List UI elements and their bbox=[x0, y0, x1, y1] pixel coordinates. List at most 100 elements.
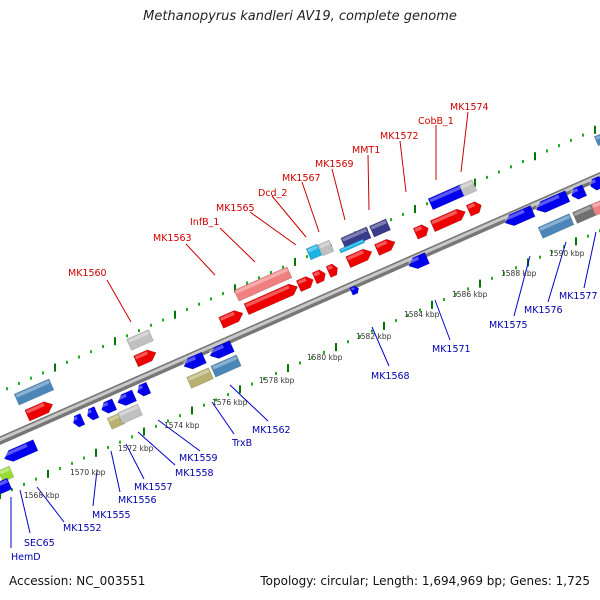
gene-highlight bbox=[370, 220, 387, 230]
gene-forward bbox=[374, 239, 396, 256]
gene-highlight bbox=[504, 209, 525, 222]
gene-category bbox=[0, 465, 15, 483]
gene-label[interactable]: MK1562 bbox=[252, 425, 291, 436]
gene-highlight bbox=[245, 285, 290, 308]
gene-forward bbox=[243, 283, 298, 316]
gene-label[interactable]: MK1576 bbox=[524, 305, 563, 316]
gene-reverse bbox=[86, 406, 100, 421]
tick-row-outer bbox=[6, 125, 596, 391]
gene-body bbox=[137, 381, 152, 397]
gene-label[interactable]: MK1571 bbox=[432, 344, 471, 355]
gene-label[interactable]: MMT1 bbox=[352, 145, 380, 156]
gene-body bbox=[210, 354, 242, 378]
gene-highlight bbox=[15, 380, 50, 398]
gene-body bbox=[0, 477, 13, 495]
gene-highlight bbox=[108, 414, 121, 422]
gene-highlight bbox=[187, 368, 210, 381]
gene-body bbox=[572, 204, 596, 224]
gene-highlight bbox=[86, 409, 92, 415]
gene-reverse bbox=[116, 389, 137, 406]
gene-body bbox=[504, 205, 536, 226]
gene-label[interactable]: MK1574 bbox=[450, 102, 489, 113]
gene-body bbox=[186, 367, 214, 389]
gene-highlight bbox=[535, 194, 560, 208]
gene-category bbox=[0, 477, 13, 495]
gene-highlight bbox=[235, 268, 288, 294]
gene-body bbox=[593, 133, 600, 147]
kbp-label: 1572 kbp bbox=[118, 444, 154, 453]
gene-label[interactable]: HemD bbox=[11, 552, 41, 563]
gene-label[interactable]: MK1568 bbox=[371, 371, 410, 382]
gene-label[interactable]: MK1559 bbox=[179, 453, 218, 464]
gene-category bbox=[317, 239, 335, 257]
gene-category bbox=[572, 204, 596, 224]
gene-highlight bbox=[182, 356, 197, 365]
kbp-label: 1570 kbp bbox=[70, 468, 106, 477]
gene-body bbox=[117, 403, 143, 425]
gene-label[interactable]: MK1560 bbox=[68, 268, 107, 279]
gene-body bbox=[338, 238, 366, 254]
kbp-label: 1574 kbp bbox=[164, 421, 200, 430]
gene-highlight bbox=[327, 265, 333, 271]
gene-label[interactable]: MK1555 bbox=[92, 510, 131, 521]
gene-category bbox=[126, 329, 154, 351]
gene-label[interactable]: Dcd_2 bbox=[258, 188, 287, 199]
gene-highlight bbox=[212, 356, 238, 370]
gene-body bbox=[590, 200, 600, 216]
gene-category bbox=[233, 266, 293, 302]
gene-body bbox=[590, 175, 600, 191]
gene-body bbox=[369, 218, 391, 238]
gene-highlight bbox=[313, 271, 321, 277]
gene-body bbox=[571, 184, 588, 200]
gene-label[interactable]: MK1567 bbox=[282, 173, 321, 184]
gene-reverse bbox=[182, 351, 207, 370]
gene-label[interactable]: MK1565 bbox=[216, 203, 255, 214]
gene-body bbox=[412, 224, 429, 240]
gene-label[interactable]: MK1556 bbox=[118, 495, 157, 506]
gene-label[interactable]: CobB_1 bbox=[418, 116, 454, 127]
gene-forward bbox=[295, 276, 314, 293]
gene-highlight bbox=[307, 245, 318, 253]
gene-highlight bbox=[347, 250, 364, 261]
gene-highlight bbox=[297, 277, 307, 285]
gene-label[interactable]: MK1577 bbox=[559, 291, 598, 302]
gene-reverse bbox=[570, 184, 588, 200]
gene-label[interactable]: MK1575 bbox=[489, 320, 528, 331]
gene-label[interactable]: MK1563 bbox=[153, 233, 192, 244]
gene-features bbox=[0, 133, 600, 495]
gene-body bbox=[209, 340, 235, 359]
gene-highlight bbox=[0, 467, 10, 475]
gene-reverse bbox=[535, 190, 571, 213]
gene-body bbox=[340, 226, 372, 250]
accession-text: Accession: NC_003551 bbox=[9, 574, 146, 588]
gene-body bbox=[117, 389, 137, 406]
gene-label[interactable]: MK1569 bbox=[315, 159, 354, 170]
gene-label[interactable]: TrxB bbox=[231, 438, 252, 449]
gene-label[interactable]: MK1557 bbox=[134, 482, 173, 493]
gene-highlight bbox=[589, 179, 597, 185]
gene-label[interactable]: MK1558 bbox=[175, 468, 214, 479]
gene-body bbox=[465, 201, 482, 217]
gene-label[interactable]: MK1572 bbox=[380, 131, 419, 142]
gene-forward bbox=[133, 349, 157, 368]
gene-highlight bbox=[431, 210, 458, 225]
gene-label[interactable]: MK1552 bbox=[63, 523, 102, 534]
gene-body bbox=[133, 349, 157, 368]
gene-highlight bbox=[127, 330, 150, 343]
gene-body bbox=[24, 401, 54, 422]
gene-body bbox=[13, 378, 55, 406]
gene-category bbox=[537, 213, 575, 239]
gene-reverse bbox=[136, 381, 152, 397]
gene-highlight bbox=[351, 287, 355, 291]
gene-body bbox=[537, 213, 575, 239]
genome-backbone bbox=[0, 172, 600, 445]
gene-label[interactable]: InfB_1 bbox=[190, 217, 219, 228]
kbp-label: 1588 kbp bbox=[501, 269, 537, 278]
gene-highlight bbox=[429, 185, 462, 203]
gene-body bbox=[305, 243, 323, 261]
gene-highlight bbox=[539, 214, 570, 231]
kbp-scale: 1568 kbp 1570 kbp 1572 kbp 1574 kbp 1576… bbox=[24, 249, 585, 500]
gene-body bbox=[345, 248, 373, 269]
gene-label[interactable]: SEC65 bbox=[24, 538, 55, 549]
